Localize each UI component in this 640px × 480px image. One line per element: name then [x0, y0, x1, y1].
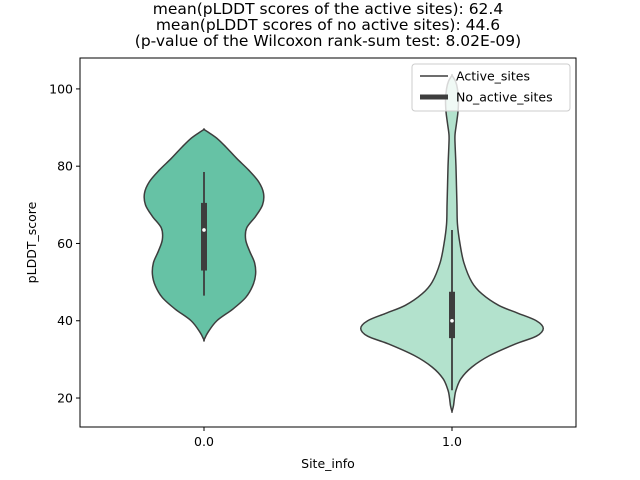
y-axis-label: pLDDT_score	[24, 201, 39, 283]
chart-title: mean(pLDDT scores of the active sites): …	[135, 0, 521, 50]
x-axis-ticks: 0.0 1.0	[194, 427, 462, 449]
y-tick-label: 60	[57, 236, 73, 251]
y-axis-ticks: 20 40 60 80 100	[49, 81, 80, 406]
legend-box	[411, 63, 571, 112]
x-tick-label: 1.0	[442, 434, 462, 449]
plot-frame	[79, 57, 577, 428]
legend-label: Active_sites	[456, 69, 530, 84]
x-tick-label: 0.0	[194, 434, 214, 449]
y-tick-label: 100	[49, 81, 73, 96]
legend: Active_sites No_active_sites	[411, 63, 571, 112]
median-dot-0.0	[202, 228, 206, 232]
chart-title-line: (p-value of the Wilcoxon rank-sum test: …	[135, 32, 521, 50]
y-tick-label: 80	[57, 159, 73, 174]
violins	[143, 73, 545, 414]
y-tick-label: 20	[57, 391, 73, 406]
legend-label: No_active_sites	[456, 90, 553, 105]
y-tick-label: 40	[57, 313, 73, 328]
chart-title-line: mean(pLDDT scores of the active sites): …	[153, 0, 503, 18]
iqr-box-0.0	[201, 202, 207, 271]
iqr-box-1.0	[449, 291, 455, 339]
median-dot-1.0	[450, 318, 454, 323]
x-axis-label: Site_info	[301, 456, 355, 471]
chart-title-line: mean(pLDDT scores of no active sites): 4…	[156, 16, 500, 34]
